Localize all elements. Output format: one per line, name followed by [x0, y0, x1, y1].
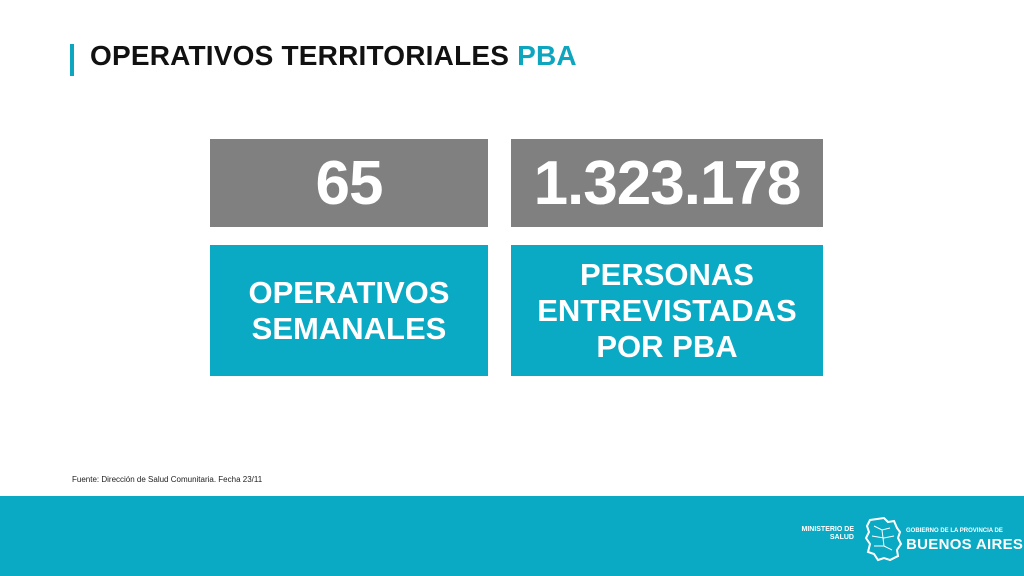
stat-label-operativos: OPERATIVOS SEMANALES: [210, 245, 488, 376]
gobierno-label-big: BUENOS AIRES: [906, 536, 1024, 553]
page-title-accent: PBA: [517, 40, 577, 71]
ministerio-label: MINISTERIO DE SALUD: [801, 526, 854, 541]
title-accent-bar: [70, 44, 74, 76]
stat-value-personas: 1.323.178: [511, 139, 823, 227]
source-note: Fuente: Dirección de Salud Comunitaria. …: [72, 475, 263, 484]
gobierno-label-small: GOBIERNO DE LA PROVINCIA DE: [906, 528, 1003, 534]
footer-bar: MINISTERIO DE SALUD GOBIERNO DE LA PROVI…: [0, 496, 1024, 576]
stat-label-personas: PERSONAS ENTREVISTADAS POR PBA: [511, 245, 823, 376]
page-title-main: OPERATIVOS TERRITORIALES: [90, 40, 510, 71]
province-map-icon: [864, 516, 902, 562]
page-title: OPERATIVOS TERRITORIALES PBA: [90, 40, 577, 72]
stat-value-operativos: 65: [210, 139, 488, 227]
